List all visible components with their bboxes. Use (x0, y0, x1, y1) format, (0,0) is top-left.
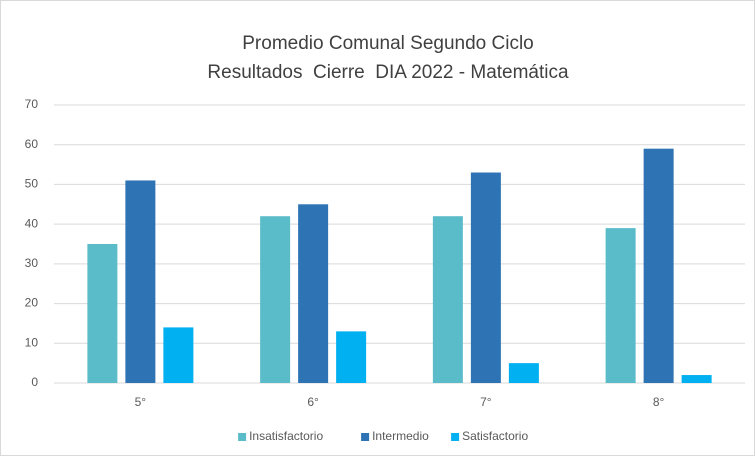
bar (470, 172, 501, 383)
y-tick-label: 60 (25, 137, 39, 151)
bar (681, 375, 712, 383)
chart-subtitle: Resultados Cierre DIA 2022 - Matemática (207, 62, 569, 83)
legend-label: Intermedio (372, 429, 429, 443)
bar (298, 204, 329, 383)
x-tick-label: 5° (135, 395, 147, 409)
bar (336, 331, 367, 383)
bar (163, 327, 194, 383)
y-tick-label: 50 (25, 177, 39, 191)
legend-swatch (238, 433, 247, 441)
bar (643, 148, 674, 383)
x-tick-label: 7° (480, 395, 492, 409)
bar (605, 228, 636, 383)
y-tick-label: 30 (25, 256, 39, 270)
bar (125, 180, 156, 383)
y-tick-label: 20 (25, 296, 39, 310)
x-tick-label: 8° (653, 395, 665, 409)
chart-title: Promedio Comunal Segundo Ciclo (242, 33, 534, 54)
legend-swatch (451, 433, 460, 441)
bar (508, 363, 539, 383)
legend-swatch (361, 433, 370, 441)
y-tick-label: 0 (31, 375, 38, 389)
legend-label: Insatisfactorio (249, 429, 323, 443)
y-tick-label: 40 (25, 216, 39, 230)
bar (260, 216, 291, 383)
bar (87, 244, 118, 383)
legend-label: Satisfactorio (462, 429, 528, 443)
y-tick-label: 10 (25, 335, 39, 349)
y-tick-label: 70 (25, 97, 39, 111)
bar (432, 216, 463, 383)
x-tick-label: 6° (307, 395, 319, 409)
